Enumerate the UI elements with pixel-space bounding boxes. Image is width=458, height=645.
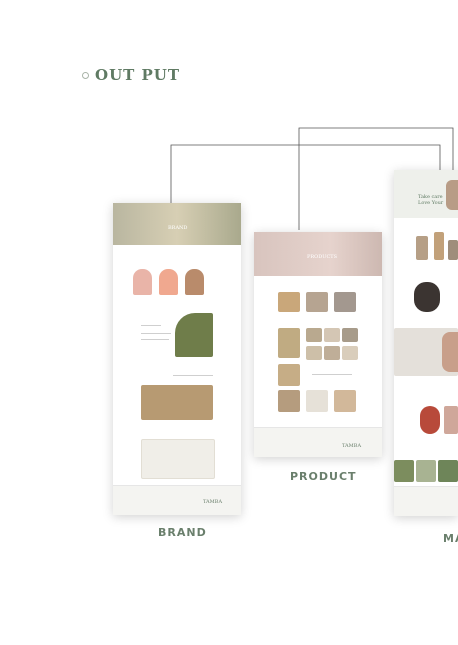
caption-product: PRODUCT	[290, 470, 357, 483]
product-image-11	[278, 364, 300, 386]
product-image-4	[278, 328, 300, 358]
main-product-pink	[444, 406, 458, 434]
main-gallery-1	[394, 460, 414, 482]
branch-image	[141, 385, 213, 420]
main-product-2	[434, 232, 444, 260]
main-product-red	[420, 406, 440, 434]
caption-main: MA	[443, 532, 458, 545]
main-product-1	[416, 236, 428, 260]
main-banner-portrait	[442, 332, 458, 372]
brand-page-preview[interactable]: BRAND TAMBA	[113, 203, 241, 515]
main-page-preview[interactable]: Take care Love Your	[394, 170, 458, 516]
product-image-8	[306, 346, 322, 360]
product-image-6	[324, 328, 340, 342]
product-image-3	[334, 292, 356, 312]
main-gallery-3	[438, 460, 458, 482]
map-image	[141, 439, 215, 479]
brand-hero-label: BRAND	[168, 225, 188, 231]
portrait-image-2	[159, 269, 178, 295]
product-image-9	[324, 346, 340, 360]
brand-hero-image	[113, 203, 241, 245]
section-heading: OUT PUT	[82, 66, 180, 84]
product-image-1	[278, 292, 300, 312]
product-hero-label: PRODUCTS	[307, 254, 338, 260]
product-image-12	[278, 390, 300, 412]
portrait-image-1	[133, 269, 152, 295]
main-hero-label: Take care Love Your	[418, 194, 444, 206]
circle-bullet-icon	[82, 71, 89, 79]
portrait-image-3	[185, 269, 204, 295]
product-image-5	[306, 328, 322, 342]
product-footer-logo: TAMBA	[342, 443, 362, 449]
main-product-3	[448, 240, 458, 260]
main-gallery-2	[416, 460, 436, 482]
brand-footer	[113, 485, 241, 515]
product-hero-image	[254, 232, 382, 276]
brand-footer-logo: TAMBA	[203, 499, 223, 505]
product-footer	[254, 427, 382, 457]
product-image-13	[306, 390, 328, 412]
main-hero-portrait	[446, 180, 458, 210]
caption-brand: BRAND	[158, 526, 207, 539]
product-image-14	[334, 390, 356, 412]
plant-image	[175, 313, 213, 357]
main-portrait-image	[414, 282, 440, 312]
product-image-7	[342, 328, 358, 342]
main-footer	[394, 486, 458, 516]
product-image-10	[342, 346, 358, 360]
product-page-preview[interactable]: PRODUCTS TAMBA	[254, 232, 382, 457]
product-image-2	[306, 292, 328, 312]
section-title: OUT PUT	[95, 66, 181, 84]
